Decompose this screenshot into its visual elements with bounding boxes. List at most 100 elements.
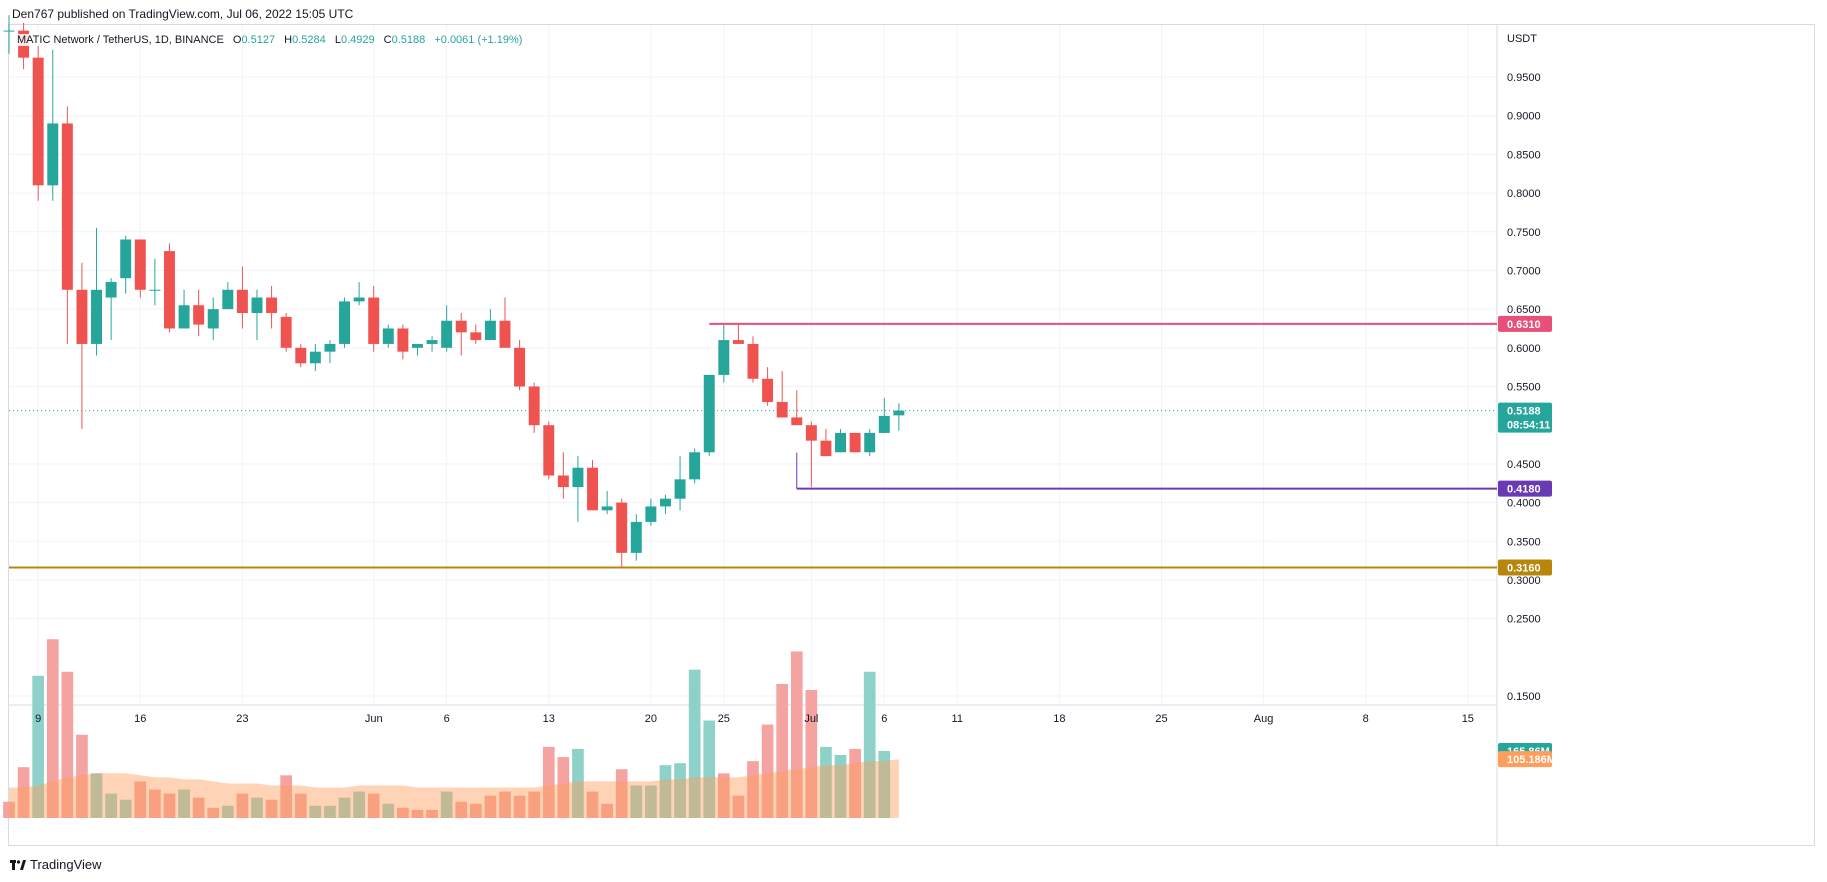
volume-bar	[528, 791, 541, 818]
volume-bar	[251, 797, 263, 818]
volume-bar	[3, 801, 15, 818]
volume-bar	[163, 793, 176, 818]
candle-body	[470, 332, 482, 341]
volume-ma-badge-bg	[1498, 751, 1552, 768]
volume-bar	[703, 720, 716, 818]
time-tick-label: Aug	[1254, 713, 1274, 725]
candle-body	[762, 378, 774, 402]
volume-bar	[149, 789, 161, 818]
chart-frame[interactable]	[8, 24, 1815, 846]
volume-bar	[863, 671, 876, 818]
price-tick-label: 0.1500	[1507, 691, 1541, 703]
price-tick-label: 0.7500	[1507, 227, 1541, 239]
volume-bar	[324, 805, 336, 818]
candle-body	[820, 440, 832, 457]
candle-body	[645, 506, 657, 522]
candle-body	[499, 320, 511, 348]
price-tick-label: 0.8000	[1507, 188, 1541, 200]
footer-brand-label: TradingView	[30, 857, 102, 872]
volume-bar	[499, 791, 511, 818]
footer-brand[interactable]: TradingView	[10, 857, 102, 872]
volume-bar	[338, 797, 351, 818]
volume-bar	[586, 791, 599, 818]
change-value: +0.0061 (+1.19%)	[434, 34, 523, 46]
level-price-badge-bg	[1498, 315, 1552, 332]
candle-body	[630, 521, 642, 553]
candle-body	[441, 320, 453, 348]
price-badges: 0.63100.41800.31600.518808:54:11165.86M1…	[1498, 315, 1556, 768]
volume-bar	[659, 765, 672, 818]
candle-body	[835, 432, 846, 453]
candle-layer	[3, 15, 905, 569]
volume-bar	[776, 683, 789, 818]
volume-bar	[353, 791, 365, 818]
tradingview-logo-icon	[10, 859, 26, 870]
price-tick-label: 0.6000	[1507, 343, 1541, 355]
time-axis: 9 16 23 Jun 6 13 20 25 Jul 6 11 18 25 Aug 8 15	[35, 713, 1474, 725]
candle-body	[791, 417, 803, 426]
volume-bar	[367, 793, 380, 818]
volume-bar	[192, 797, 205, 818]
candle-body	[3, 30, 15, 32]
candle-body	[368, 297, 380, 344]
candle-body	[134, 239, 146, 290]
level-price-badge: 0.4180	[1507, 484, 1541, 496]
candle-body	[280, 316, 292, 348]
volume-bar	[382, 803, 395, 818]
low-value: 0.4929	[340, 34, 375, 46]
candle-body	[324, 343, 336, 352]
candle-body	[805, 425, 817, 441]
volume-bar	[236, 793, 249, 818]
volume-bar	[469, 803, 482, 818]
time-tick-label: 11	[952, 713, 963, 725]
volume-bar	[105, 793, 117, 818]
candle-body	[660, 498, 671, 507]
volume-bar	[119, 799, 132, 818]
last-price-badge: 0.5188	[1507, 406, 1541, 418]
volume-bar	[397, 807, 409, 818]
candle-body	[353, 297, 365, 302]
candle-body	[266, 297, 278, 313]
volume-bar	[878, 750, 891, 818]
time-tick-label: 18	[1053, 713, 1065, 725]
low-label: L	[334, 34, 341, 46]
volume-bar	[849, 748, 861, 818]
candle-body	[193, 305, 205, 325]
price-axis-unit: USDT	[1507, 33, 1537, 45]
candle-body	[616, 502, 628, 553]
volume-bar	[645, 785, 657, 818]
candle-body	[295, 347, 307, 364]
volume-bar	[411, 809, 424, 818]
candle-body	[339, 301, 350, 344]
volume-bar	[834, 755, 847, 818]
symbol-title[interactable]: MATIC Network / TetherUS, 1D, BINANCE	[17, 34, 224, 46]
candle-body	[164, 251, 175, 329]
candle-body	[426, 340, 438, 344]
publisher-caption: Den767 published on TradingView.com, Jul…	[12, 7, 354, 21]
candle-body	[222, 289, 234, 310]
candle-body	[601, 506, 613, 511]
volume-bar	[805, 690, 818, 818]
volume-bar	[717, 773, 730, 818]
candle-body	[251, 297, 263, 313]
high-label: H	[284, 34, 293, 46]
level-price-badge-bg	[1498, 480, 1552, 497]
candle-body	[864, 432, 876, 453]
countdown-badge: 08:54:11	[1507, 420, 1550, 432]
candle-body	[76, 289, 88, 344]
volume-bar	[513, 795, 526, 818]
volume-bar	[178, 789, 190, 818]
time-tick-label: 25	[718, 713, 730, 725]
volume-ma-area	[9, 759, 899, 818]
open-value: 0.5127	[241, 34, 276, 46]
candle-body	[149, 289, 161, 291]
price-tick-label: 0.9000	[1507, 111, 1541, 123]
volume-bar	[46, 639, 59, 818]
volume-bar	[674, 763, 686, 818]
volume-bar	[440, 791, 453, 818]
time-tick-label: 9	[35, 713, 41, 725]
volume-bar	[790, 651, 803, 818]
candle-body	[849, 432, 861, 453]
candle-body	[528, 386, 540, 426]
